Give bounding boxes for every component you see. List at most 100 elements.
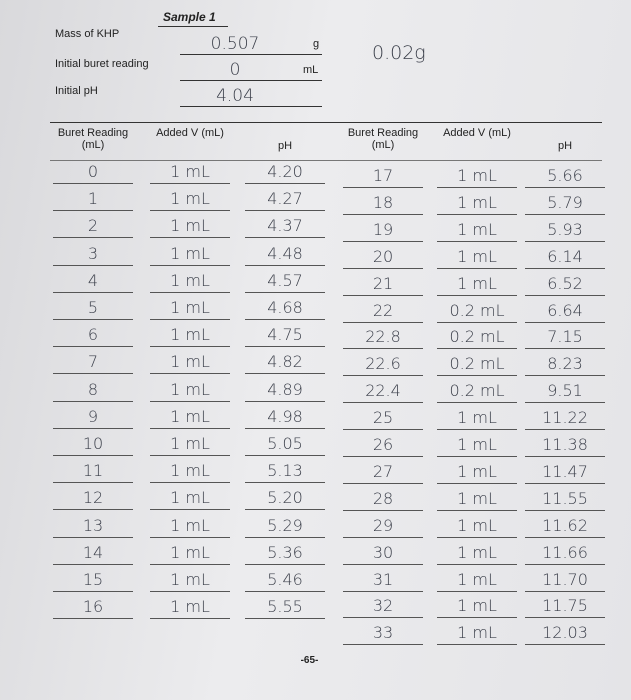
rule (53, 455, 133, 456)
rule (437, 402, 517, 404)
rule (437, 563, 517, 565)
rule (150, 563, 230, 565)
cell: 0.2 mL (449, 327, 505, 347)
rule (343, 294, 423, 296)
cell: 20 (372, 246, 394, 266)
rule (343, 456, 423, 457)
rule (245, 509, 325, 511)
cell: 18 (372, 192, 394, 212)
cell: 4.20 (267, 162, 303, 181)
rule (343, 402, 423, 404)
rule (437, 536, 517, 538)
rule (245, 618, 325, 620)
cell: 5.36 (267, 542, 303, 562)
cell: 1 mL (457, 596, 497, 616)
cell: 1 mL (170, 515, 210, 535)
rule (150, 427, 230, 429)
cell: 9 (87, 406, 99, 426)
cell: 1 mL (457, 488, 497, 508)
cell: 1 mL (457, 273, 497, 293)
cell: 4.48 (267, 243, 303, 263)
cell: 11.22 (542, 408, 588, 428)
cell: 1 mL (170, 162, 210, 181)
cell: 5 (87, 298, 99, 317)
rule (150, 455, 230, 456)
rule (343, 429, 423, 431)
rule (53, 563, 133, 565)
cell: 4.27 (267, 189, 303, 209)
cell: 4.82 (267, 352, 303, 372)
cell: 1 mL (170, 298, 210, 317)
rule (525, 213, 605, 215)
rule (343, 348, 423, 350)
rule (53, 183, 133, 184)
rule (180, 80, 322, 81)
cell: 1 mL (170, 379, 210, 399)
cell: 7 (87, 352, 99, 372)
rule (150, 319, 230, 320)
rule (437, 429, 517, 431)
cell: 22.6 (365, 354, 401, 374)
cell: 4.75 (267, 325, 303, 345)
rule (150, 264, 230, 266)
rule (343, 187, 423, 188)
cell: 1 mL (457, 408, 497, 428)
rule (437, 375, 517, 377)
rule (525, 375, 605, 377)
rule (150, 618, 230, 620)
rule (245, 563, 325, 565)
column-header: Buret Reading (mL) (57, 127, 129, 151)
cell: 1 mL (170, 325, 210, 345)
rule (437, 321, 517, 323)
rule (245, 400, 325, 402)
rule (343, 536, 423, 538)
rule (50, 160, 602, 161)
rule (245, 237, 325, 239)
cell: 19 (372, 219, 394, 239)
column-header: pH (277, 140, 293, 152)
cell: 28 (372, 488, 394, 508)
column-header: Buret Reading (mL) (347, 127, 419, 151)
cell: 4 (87, 270, 99, 290)
cell: 1 mL (170, 434, 210, 453)
cell: 1 mL (170, 597, 210, 617)
cell: 7.15 (547, 327, 583, 347)
cell: 16 (82, 597, 104, 617)
cell: 8 (87, 379, 99, 399)
rule (245, 346, 325, 348)
rule (245, 482, 325, 484)
cell: 5.55 (267, 597, 303, 617)
cell: 32 (372, 596, 394, 616)
rule (525, 348, 605, 350)
cell: 4.98 (267, 406, 303, 426)
cell: 11.75 (542, 596, 588, 616)
cell: 31 (372, 569, 394, 589)
rule (437, 456, 517, 457)
cell: 5.79 (547, 192, 583, 212)
rule (343, 509, 423, 511)
field-value: 0.507 (210, 34, 260, 54)
cell: 1 mL (170, 570, 210, 589)
rule (53, 482, 133, 484)
cell: 33 (372, 623, 394, 643)
cell: 11.38 (542, 435, 588, 454)
rule (53, 319, 133, 320)
rule (525, 321, 605, 323)
cell: 5.29 (267, 515, 303, 535)
cell: 1 mL (170, 216, 210, 236)
rule (53, 346, 133, 348)
rule (53, 618, 133, 620)
rule (437, 294, 517, 296)
rule (150, 509, 230, 511)
rule (53, 591, 133, 592)
cell: 1 mL (170, 406, 210, 426)
cell: 5.05 (267, 434, 303, 453)
page-number: -65- (300, 655, 319, 666)
rule (343, 482, 423, 484)
rule (150, 210, 230, 212)
field-unit: g (313, 38, 320, 50)
rule (525, 644, 605, 646)
cell: 1 mL (170, 461, 210, 481)
rule (245, 264, 325, 266)
